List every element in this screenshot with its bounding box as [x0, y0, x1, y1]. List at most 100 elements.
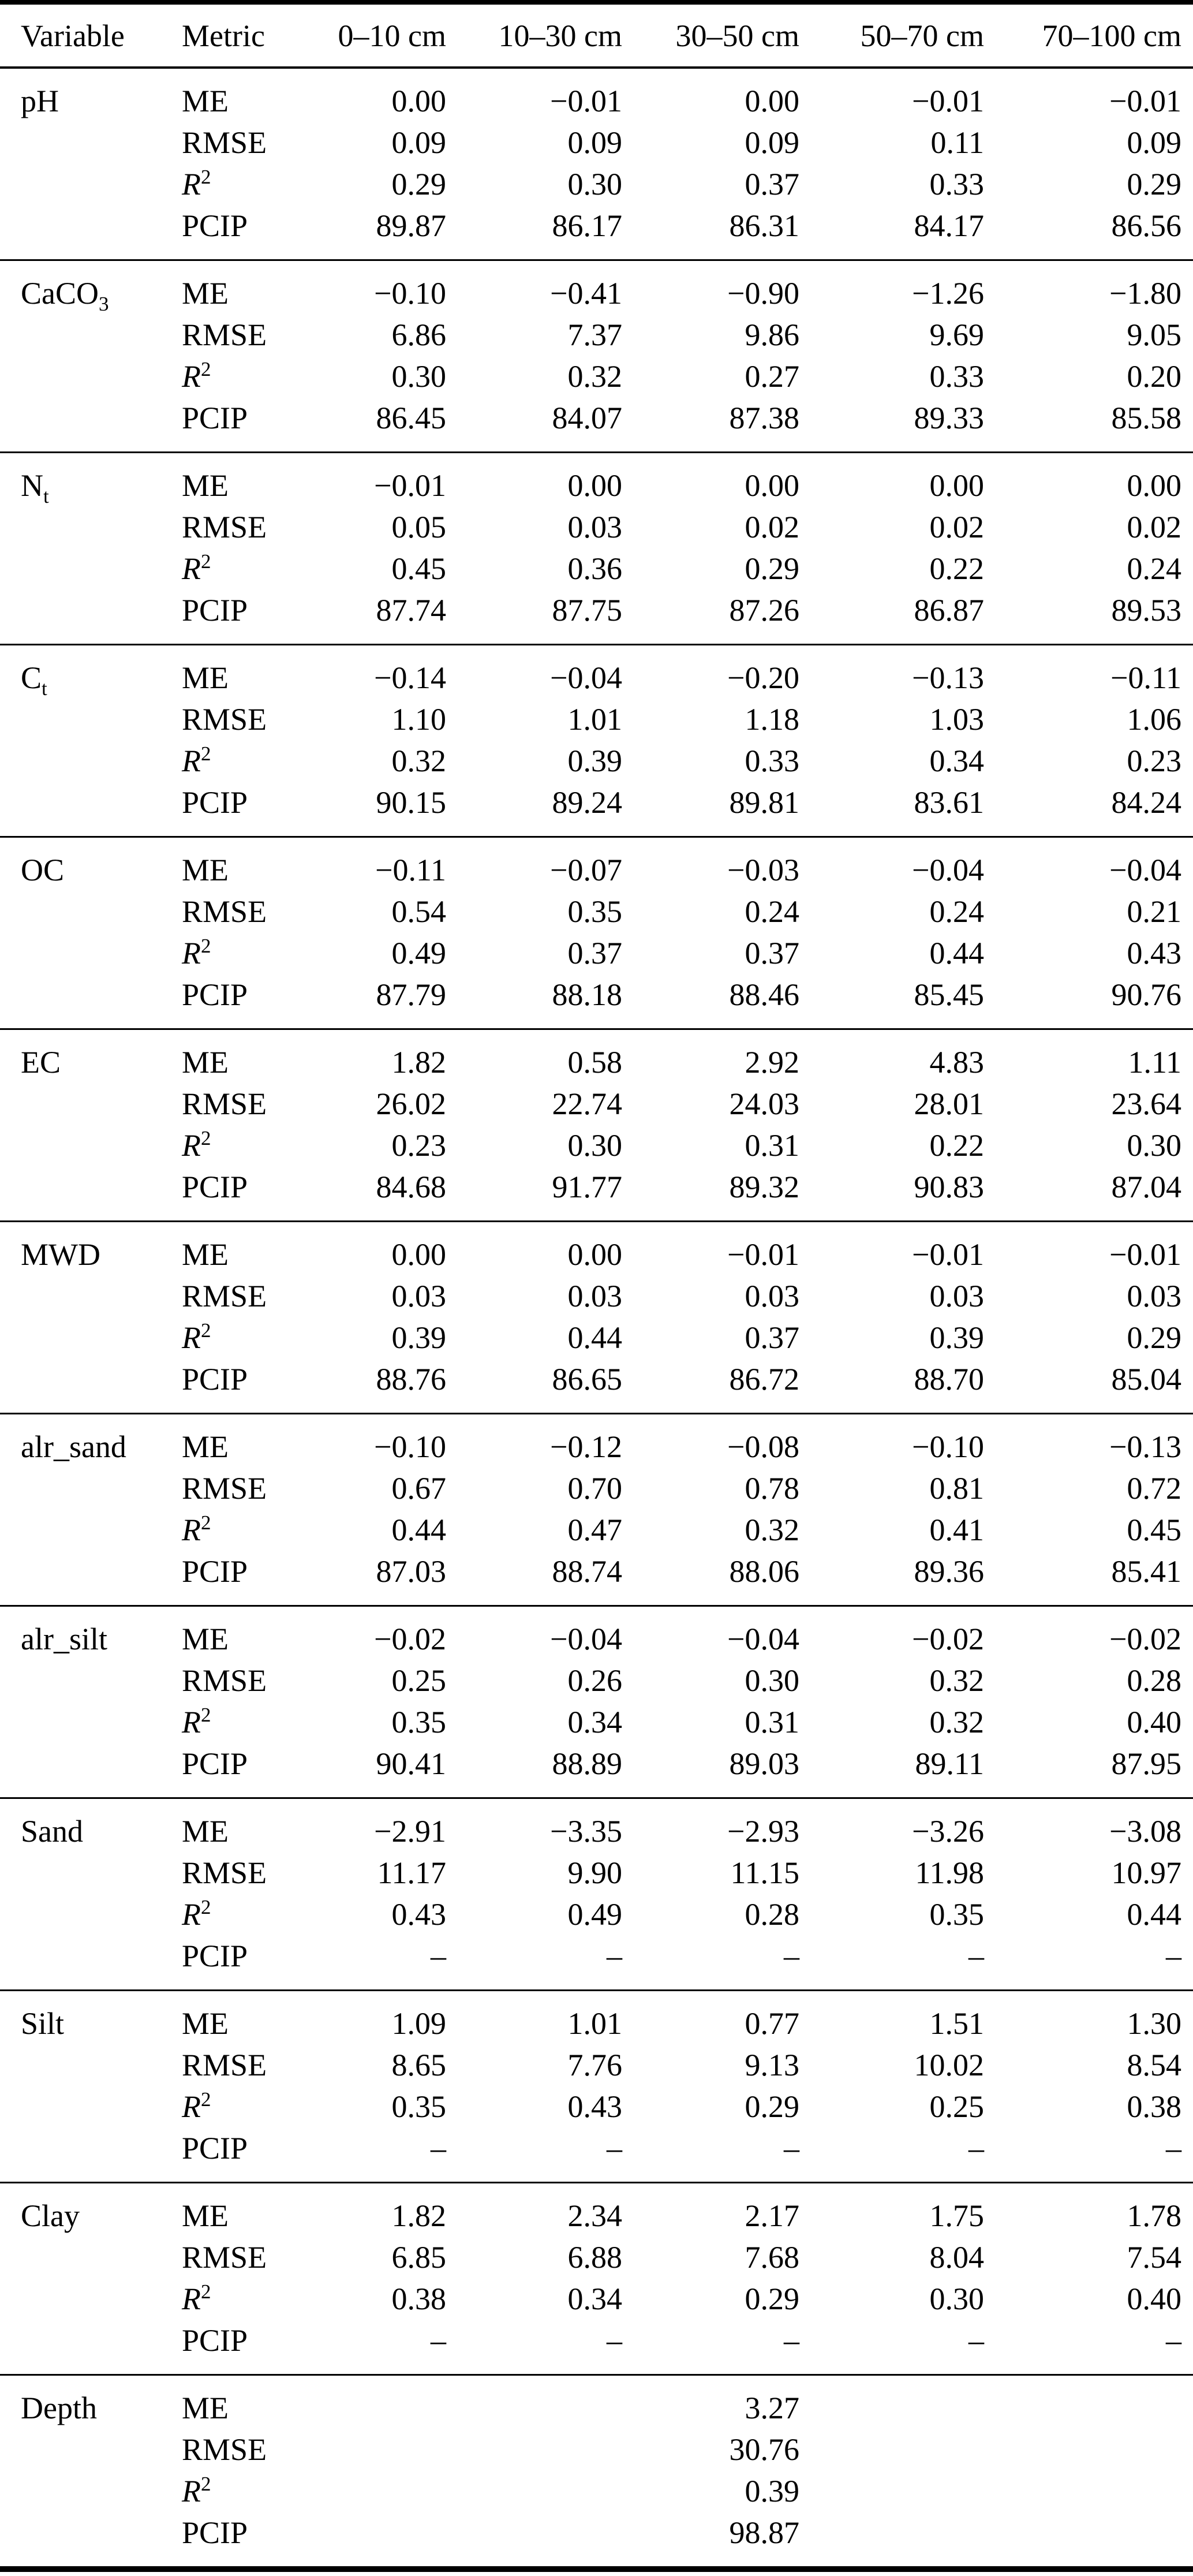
metric-name-text: RMSE: [182, 125, 267, 160]
value-cell: 89.87: [376, 208, 447, 243]
metric-row: EC ME 1.82 0.58 2.92 4.83 1.11: [0, 1029, 1193, 1084]
metric-row: PCIP 87.03 88.74 88.06 89.36 85.41: [0, 1551, 1193, 1606]
variable-subscript: t: [42, 677, 47, 700]
value-cell: 0.38: [391, 2282, 447, 2316]
metric-superscript: 2: [201, 166, 211, 188]
metric-name-text: ME: [182, 2198, 229, 2233]
value-cell: 0.35: [929, 1897, 985, 1932]
value-cell: [811, 2429, 996, 2470]
metric-label: RMSE: [182, 506, 315, 548]
value-cell: 84.17: [914, 208, 985, 243]
metric-name-text: R: [182, 2089, 201, 2124]
metric-label: R2: [182, 548, 315, 589]
value-cell: [811, 2470, 996, 2512]
metric-name-text: R: [182, 1897, 201, 1932]
value-cell: 87.03: [376, 1554, 447, 1589]
value-cell: 0.31: [745, 1128, 800, 1163]
value-cell: 0.39: [391, 1320, 447, 1355]
value-cell: 9.90: [567, 1856, 623, 1890]
metric-name-text: ME: [182, 1237, 229, 1272]
value-cell: 4.83: [929, 1045, 985, 1080]
value-cell: 7.54: [1127, 2240, 1182, 2275]
value-cell: 0.43: [567, 2089, 623, 2124]
metric-row: RMSE 0.25 0.26 0.30 0.32 0.28: [0, 1660, 1193, 1701]
metric-label: PCIP: [182, 397, 315, 453]
value-cell: 86.87: [914, 593, 985, 628]
value-cell: 86.17: [552, 208, 623, 243]
value-cell: 85.41: [1111, 1554, 1182, 1589]
value-cell: 84.24: [1111, 785, 1182, 820]
header-metric: Metric: [182, 2, 315, 69]
variable-name-text: Depth: [21, 2391, 97, 2425]
value-cell: 0.58: [567, 1045, 623, 1080]
metric-name-text: R: [182, 936, 201, 970]
metric-label: RMSE: [182, 1083, 315, 1125]
metric-name-text: RMSE: [182, 2240, 267, 2275]
value-cell: 0.00: [567, 468, 623, 503]
value-cell: 2.34: [567, 2198, 623, 2233]
value-cell: 10.02: [914, 2048, 985, 2082]
metric-row: RMSE 8.65 7.76 9.13 10.02 8.54: [0, 2044, 1193, 2086]
metric-name-text: PCIP: [182, 1170, 248, 1204]
value-cell: −0.12: [550, 1429, 622, 1464]
metric-row: RMSE 6.85 6.88 7.68 8.04 7.54: [0, 2237, 1193, 2278]
metric-name-text: PCIP: [182, 1554, 248, 1589]
metric-label: R2: [182, 356, 315, 397]
metric-row: RMSE 26.02 22.74 24.03 28.01 23.64: [0, 1083, 1193, 1125]
variable-name-text: C: [21, 660, 42, 695]
value-cell: 87.79: [376, 977, 447, 1012]
variable-label: CaCO3: [0, 260, 182, 453]
variable-label: Ct: [0, 645, 182, 837]
value-cell: −0.01: [912, 84, 984, 118]
value-cell: 0.32: [745, 1513, 800, 1547]
metric-label: PCIP: [182, 589, 315, 645]
metric-superscript: 2: [201, 358, 211, 380]
metric-label: R2: [182, 1317, 315, 1358]
metric-label: R2: [182, 1894, 315, 1935]
value-cell: 86.45: [376, 401, 447, 435]
metric-name-text: R: [182, 1320, 201, 1355]
metric-row: PCIP 84.68 91.77 89.32 90.83 87.04: [0, 1166, 1193, 1222]
value-cell: −0.20: [727, 660, 799, 695]
metric-name-text: RMSE: [182, 1471, 267, 1506]
metric-name-text: R: [182, 2474, 201, 2508]
metric-name-text: R: [182, 1128, 201, 1163]
metric-name-text: ME: [182, 2006, 229, 2041]
metric-row: PCIP 98.87: [0, 2512, 1193, 2569]
header-depth-30-50: 30–50 cm: [634, 2, 811, 69]
variable-block-mwd: MWD ME 0.00 0.00 −0.01 −0.01 −0.01 RMSE 0.03 0.03…: [0, 1222, 1193, 1414]
value-cell: −0.02: [912, 1622, 984, 1656]
value-cell: 1.10: [391, 702, 447, 737]
value-cell: 0.29: [391, 167, 447, 201]
metric-row: R2 0.35 0.43 0.29 0.25 0.38: [0, 2086, 1193, 2127]
metric-label: R2: [182, 2470, 315, 2512]
metric-label: PCIP: [182, 1743, 315, 1798]
variable-block-alr-sand: alr_sand ME −0.10 −0.12 −0.08 −0.10 −0.13 RMSE 0…: [0, 1414, 1193, 1606]
value-cell: 1.01: [567, 702, 623, 737]
value-cell: 8.65: [391, 2048, 447, 2082]
value-cell: 0.81: [929, 1471, 985, 1506]
value-cell: 0.03: [745, 1279, 800, 1313]
metric-row: RMSE 6.86 7.37 9.86 9.69 9.05: [0, 314, 1193, 356]
value-cell: 98.87: [729, 2515, 800, 2550]
value-cell: 30.76: [729, 2432, 800, 2467]
variable-name-text: Sand: [21, 1814, 83, 1849]
value-cell: [996, 2375, 1193, 2429]
value-cell: 23.64: [1111, 1087, 1182, 1121]
metric-superscript: 2: [201, 742, 211, 765]
value-cell: 0.00: [391, 84, 447, 118]
value-cell: 0.33: [929, 167, 985, 201]
metric-label: ME: [182, 260, 315, 315]
value-cell: −0.10: [374, 276, 446, 311]
value-cell: 0.36: [567, 551, 623, 586]
value-cell: 0.02: [1127, 510, 1182, 544]
value-cell: 26.02: [376, 1087, 447, 1121]
value-cell: 0.09: [745, 125, 800, 160]
value-cell: –: [607, 2323, 622, 2358]
metric-row: RMSE 11.17 9.90 11.15 11.98 10.97: [0, 1852, 1193, 1894]
metric-row: R2 0.38 0.34 0.29 0.30 0.40: [0, 2278, 1193, 2320]
variable-label: Nt: [0, 453, 182, 645]
metric-name-text: R: [182, 1513, 201, 1547]
metric-row: RMSE 0.05 0.03 0.02 0.02 0.02: [0, 506, 1193, 548]
value-cell: 0.38: [1127, 2089, 1182, 2124]
